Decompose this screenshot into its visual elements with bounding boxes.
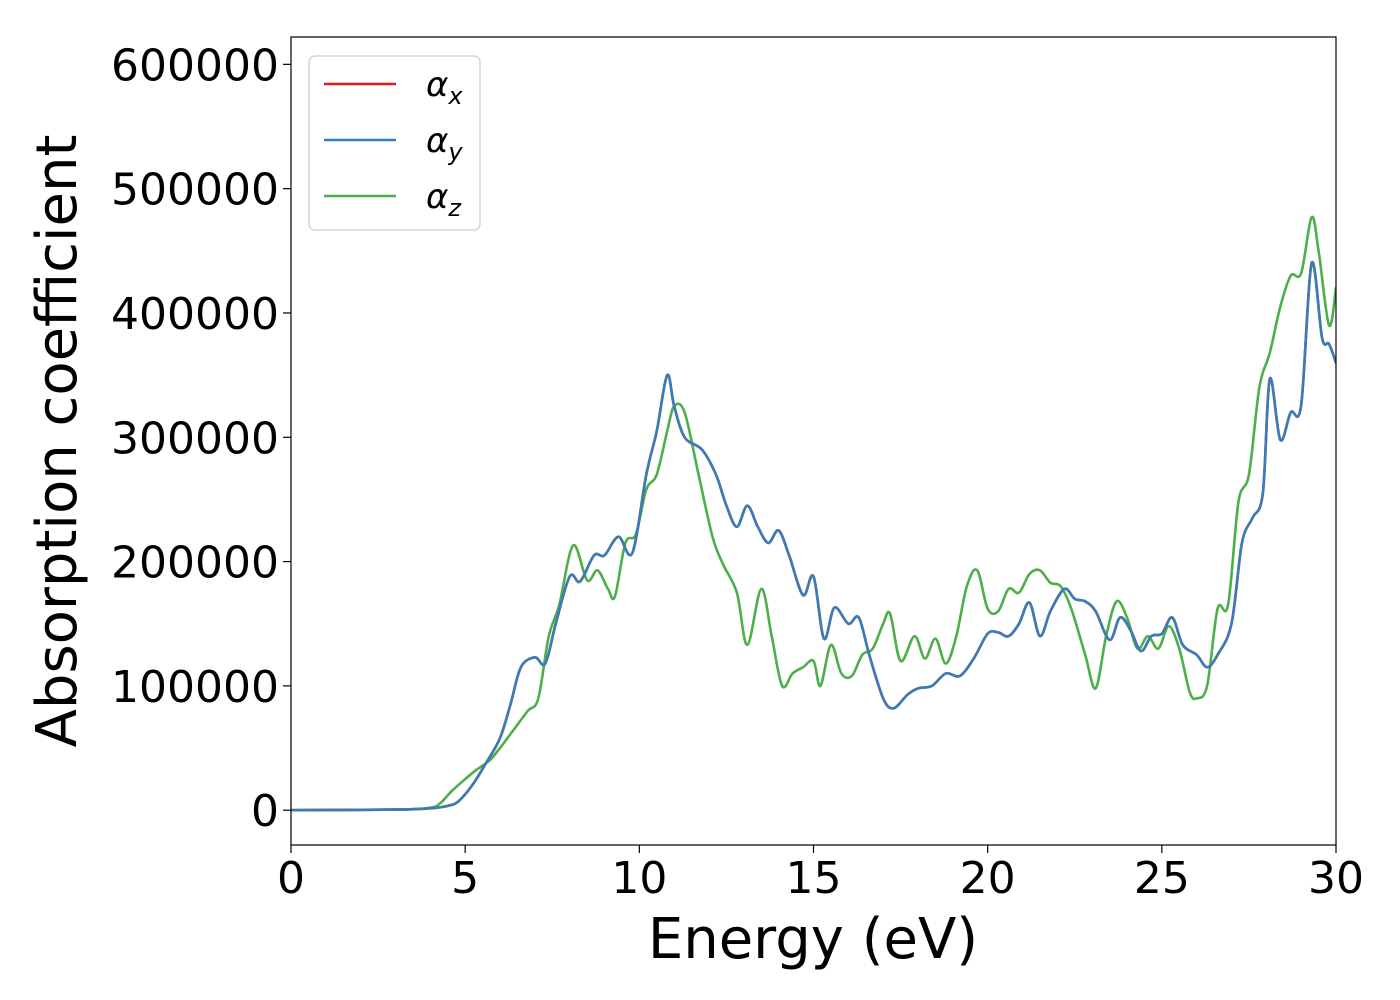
legend: αx αy αz <box>308 55 481 231</box>
y-axis: 0 100000 200000 300000 400000 500000 600000 <box>111 40 291 837</box>
series-line-alpha-y <box>291 260 1336 812</box>
y-tick-label: 200000 <box>111 538 279 589</box>
series-line-alpha-z <box>291 215 1336 812</box>
y-tick-label: 100000 <box>111 662 279 713</box>
x-tick-label: 25 <box>1134 853 1190 904</box>
legend-box <box>308 55 481 231</box>
y-tick-label: 500000 <box>111 165 279 216</box>
x-tick-label: 5 <box>451 853 479 904</box>
legend-label-alpha-y: αy <box>426 121 463 166</box>
legend-label-alpha-z: αz <box>426 177 462 222</box>
x-tick-label: 20 <box>960 853 1016 904</box>
x-tick-label: 30 <box>1308 853 1364 904</box>
y-tick-label: 0 <box>251 786 279 837</box>
series-layer <box>291 215 1336 812</box>
x-tick-label: 0 <box>277 853 305 904</box>
y-tick-label: 400000 <box>111 289 279 340</box>
x-tick-label: 10 <box>611 853 667 904</box>
legend-label-alpha-x: αx <box>426 65 463 110</box>
y-tick-label: 600000 <box>111 40 279 91</box>
x-tick-label: 15 <box>786 853 842 904</box>
y-axis-label: Absorption coefficient <box>25 135 90 748</box>
x-axis-label: Energy (eV) <box>648 907 978 972</box>
y-tick-label: 300000 <box>111 413 279 464</box>
x-axis: 0 5 10 15 20 25 30 <box>277 845 1364 904</box>
